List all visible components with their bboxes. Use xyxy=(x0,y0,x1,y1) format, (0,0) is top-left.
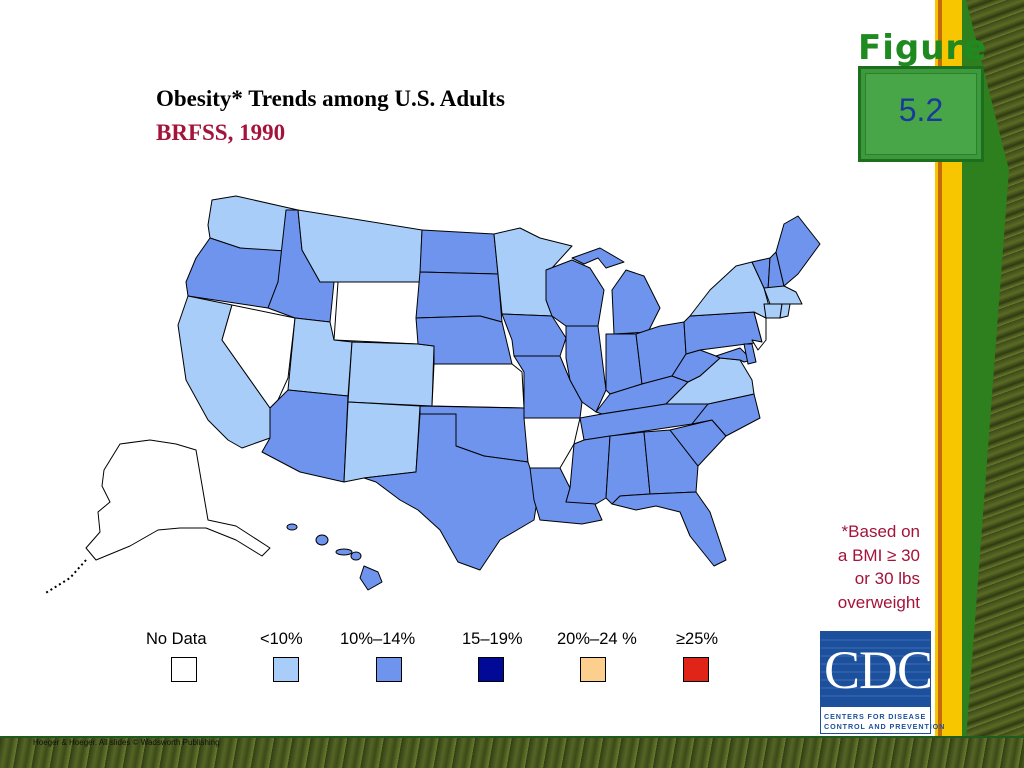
state-ct xyxy=(763,303,783,319)
legend-label-20-24: 20%–24 % xyxy=(557,630,637,648)
legend-swatch-15-19 xyxy=(478,657,504,682)
figure-number: 5.2 xyxy=(898,92,944,128)
copyright-credit: Hoeger & Hoeger. All slides © Wadsworth … xyxy=(33,738,220,747)
state-ri xyxy=(779,303,791,319)
legend-swatch-under-10 xyxy=(273,657,299,682)
footnote-line: or 30 lbs xyxy=(854,569,920,588)
figure-number-box: 5.2 xyxy=(858,66,984,162)
state-mi-lower xyxy=(611,269,661,335)
state-nd xyxy=(419,229,499,275)
legend-swatch-25-plus xyxy=(683,657,709,682)
state-hi-oahu xyxy=(315,534,329,546)
state-ia xyxy=(501,313,567,357)
cdc-logo-banner: CDC xyxy=(821,632,930,707)
state-la xyxy=(529,467,603,525)
cdc-logo-letters: CDC xyxy=(824,640,930,700)
figure-label: Figure xyxy=(858,28,988,68)
slide-title: Obesity* Trends among U.S. Adults xyxy=(156,86,505,111)
state-wi xyxy=(545,259,605,327)
footer-divider xyxy=(0,736,1024,739)
state-mo xyxy=(513,355,583,419)
legend-label-10-14: 10%–14% xyxy=(340,630,416,648)
state-az xyxy=(261,389,349,483)
state-md xyxy=(715,347,753,363)
legend-label-15-19: 15–19% xyxy=(462,630,523,648)
state-hi-molokai xyxy=(350,551,362,561)
cdc-logo-line1: Centers for Disease xyxy=(824,712,927,721)
state-il xyxy=(565,325,607,413)
state-tx xyxy=(363,413,541,571)
state-ar xyxy=(523,417,581,469)
state-de xyxy=(743,343,757,365)
state-ga xyxy=(643,429,699,495)
footnote-line: a BMI ≥ 30 xyxy=(837,545,920,565)
footer-photo-strip xyxy=(0,738,1024,768)
state-wy xyxy=(333,281,421,345)
footnote-line: *Based on xyxy=(841,522,920,541)
cdc-logo-line2: Control and Prevention xyxy=(824,722,946,731)
state-hi-maui xyxy=(335,548,353,556)
cdc-logo-text: Centers for Disease Control and Preventi… xyxy=(824,712,946,732)
state-sd xyxy=(415,271,503,323)
state-fl xyxy=(611,491,727,567)
state-me xyxy=(775,215,821,287)
legend-swatch-no-data xyxy=(171,657,197,682)
state-wv xyxy=(671,349,721,383)
state-ks xyxy=(431,363,525,409)
state-ma xyxy=(763,285,803,305)
cdc-logo: CDC Centers for Disease Control and Prev… xyxy=(820,631,946,734)
state-mt xyxy=(297,209,423,283)
state-hi-kauai xyxy=(286,523,298,531)
legend-swatch-10-14 xyxy=(376,657,402,682)
legend-label-no-data: No Data xyxy=(146,630,207,648)
footnote-line: overweight xyxy=(837,592,920,612)
legend-swatch-20-24 xyxy=(580,657,606,682)
cdc-logo-stripes xyxy=(821,639,930,697)
legend-label-25-plus: ≥25% xyxy=(676,630,719,648)
state-ak xyxy=(85,439,271,561)
slide-subtitle: BRFSS, 1990 xyxy=(156,120,286,145)
state-mi xyxy=(571,247,625,269)
figure-number-panel: 5.2 xyxy=(865,73,977,155)
state-nm xyxy=(343,401,421,483)
alaska-island-chain xyxy=(43,559,87,595)
bmi-footnote: *Based on a BMI ≥ 30 or 30 lbs overweigh… xyxy=(780,520,920,614)
state-al xyxy=(605,431,651,505)
state-co xyxy=(347,341,435,407)
legend-label-under-10: <10% xyxy=(260,630,303,648)
state-hi-big-island xyxy=(359,565,383,591)
